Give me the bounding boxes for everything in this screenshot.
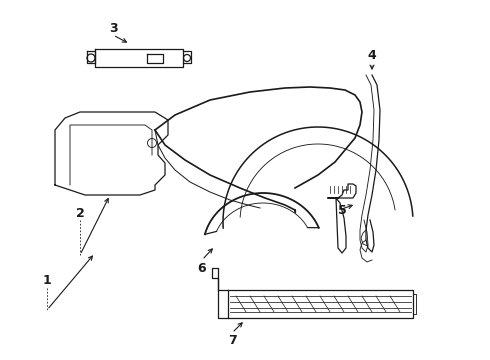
Text: 2: 2 [75,207,84,220]
Text: 7: 7 [228,333,236,346]
Text: 4: 4 [368,49,376,62]
Text: 6: 6 [197,261,206,274]
Text: 1: 1 [43,274,51,287]
Text: 3: 3 [109,22,117,35]
Text: 5: 5 [338,203,346,216]
